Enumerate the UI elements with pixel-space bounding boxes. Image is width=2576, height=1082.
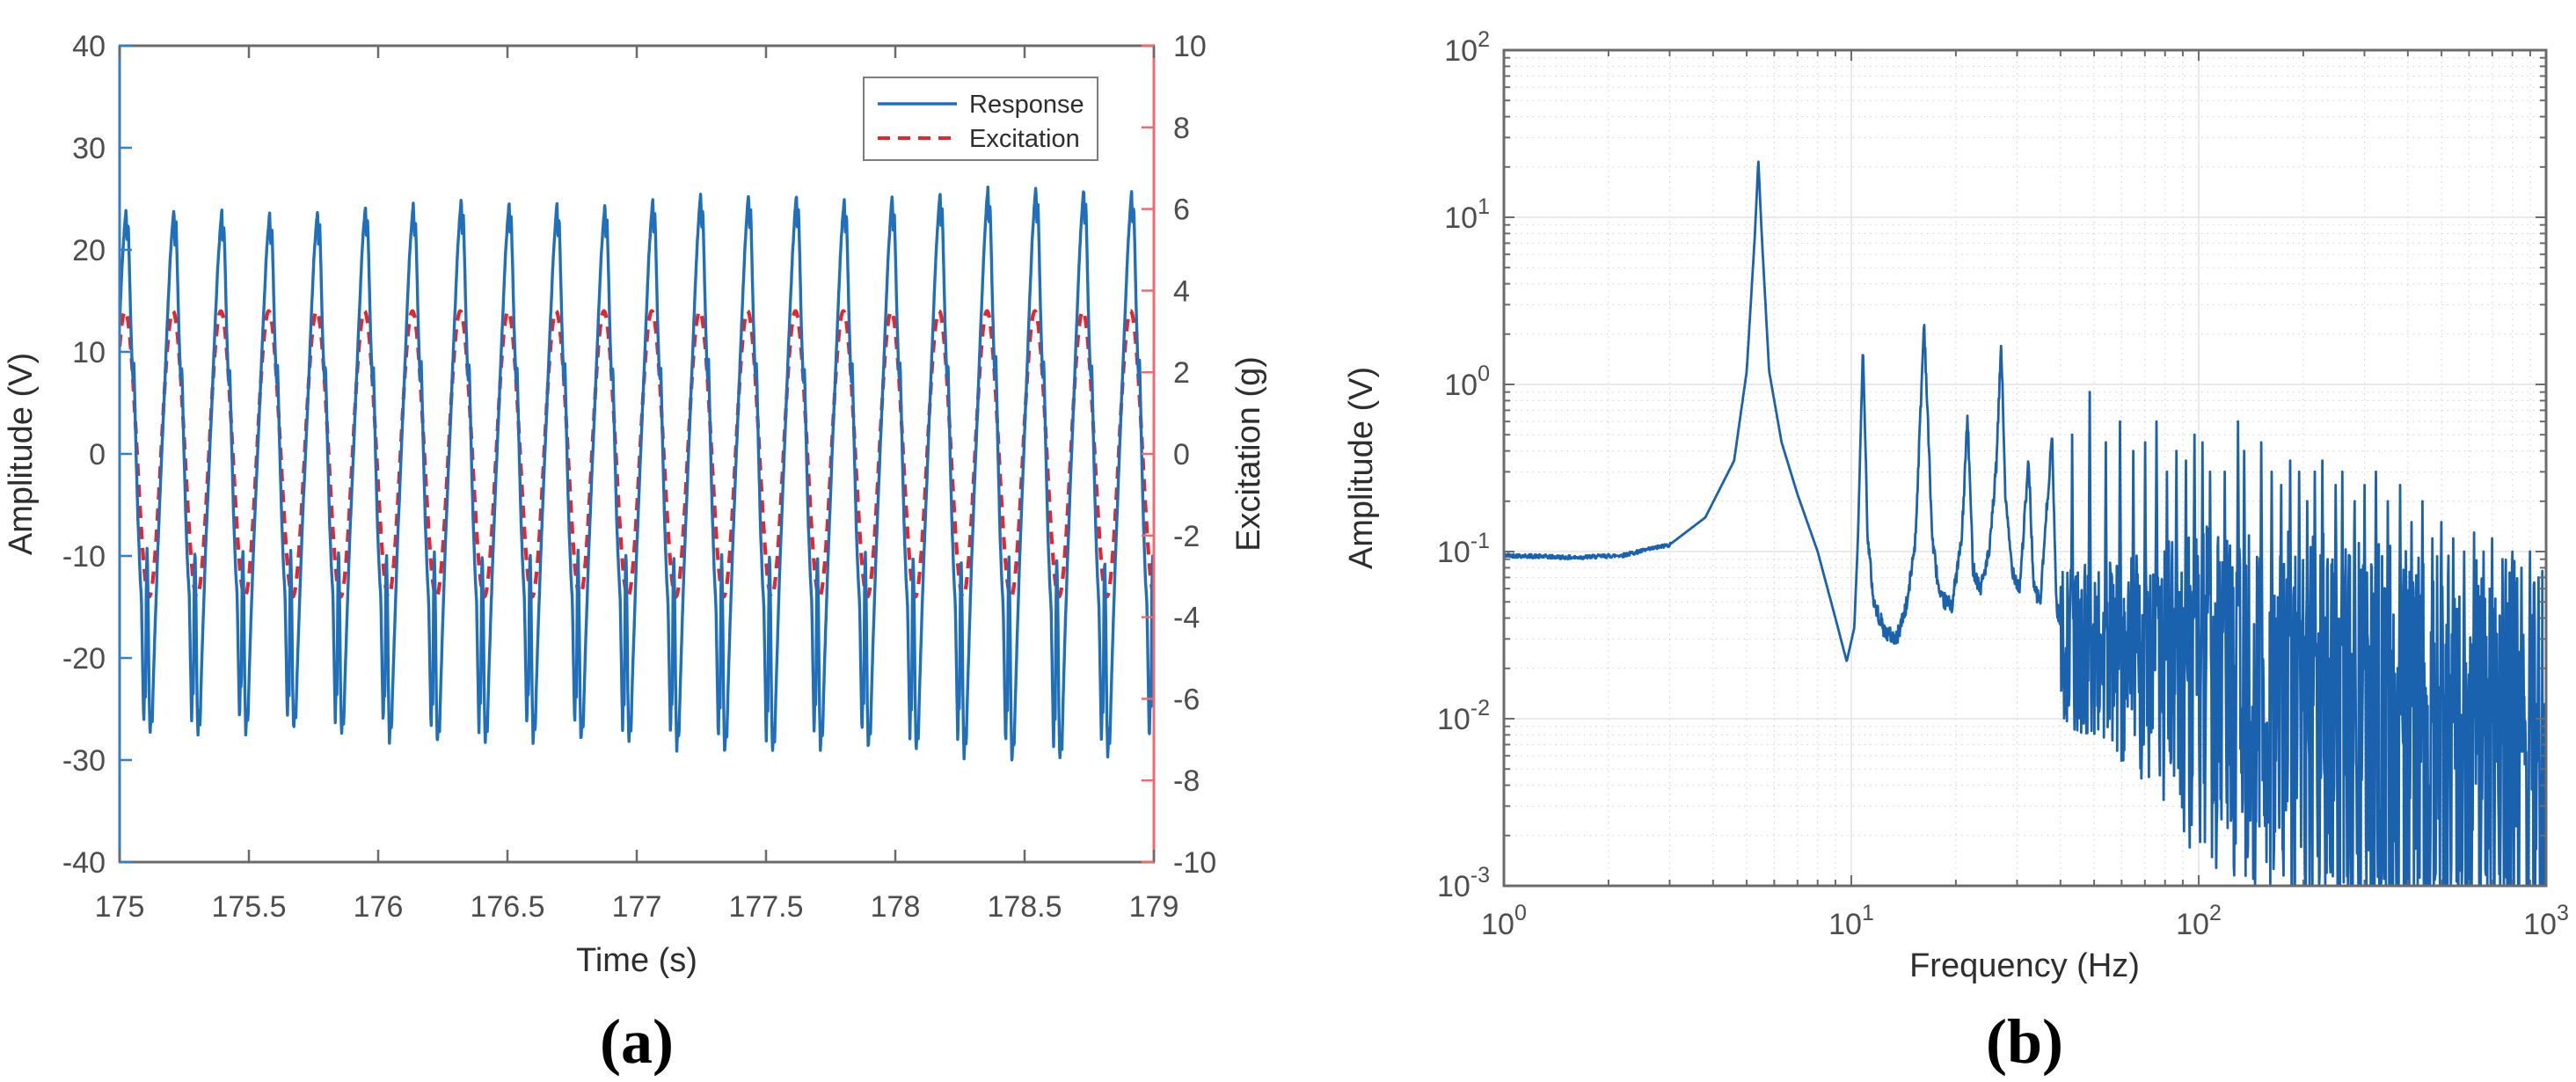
panel-b-y-tick-label: 102 [1444,27,1490,68]
panel-a-yleft-tick-label: 40 [72,30,106,63]
panel-a-x-tick-label: 178.5 [987,890,1062,924]
panel-a-yright-tick-label: 6 [1173,194,1190,227]
panel-a-yleft-tick-label: -20 [62,642,106,676]
panel-b-caption: (b) [1986,1006,2063,1077]
panel-a-yleft-tick-label: 30 [72,132,106,165]
panel-a-x-tick-label: 175.5 [211,890,286,924]
panel-a-x-tick-label: 176.5 [470,890,544,924]
legend-label-excitation: Excitation [969,125,1080,153]
panel-a-yleft-tick-label: 0 [89,438,106,472]
panel-b-series [1504,160,2546,886]
panel-b-ylabel: Amplitude (V) [1343,367,1380,569]
panel-b-x-tick-label: 103 [2523,901,2569,941]
panel-b-y-tick-label: 100 [1444,362,1490,402]
panel-a-yleft-tick-label: 10 [72,336,106,369]
panel-a-yright-tick-label: 10 [1173,30,1207,63]
panel-a-legend [863,77,1098,161]
panel-a-ylabel-right: Excitation (g) [1230,356,1267,552]
panel-a-yleft-tick-label: 20 [72,234,106,267]
panel-a-x-tick-label: 176 [354,890,404,924]
panel-b-y-tick-label: 10-1 [1437,529,1490,569]
panel-a-yright-tick-label: 4 [1173,274,1190,308]
panel-b-x-tick-label: 101 [1828,901,1874,941]
panel-b-y-tick-label: 101 [1444,194,1490,235]
panel-a-series [120,186,1154,762]
panel-b-tick-labels: 100 101 102 103 102 101 100 10-1 10-2 10-3 [1437,27,2569,941]
panel-a-yright-tick-label: -10 [1173,846,1216,880]
legend-label-response: Response [969,91,1084,119]
panel-a-yright-tick-label: 8 [1173,112,1190,145]
panel-a-yright-tick-label: -8 [1173,764,1200,798]
panel-a-yright-tick-label: -4 [1173,602,1200,635]
panel-a-axes [118,44,1156,864]
panel-b-x-tick-label: 100 [1481,901,1527,941]
panel-b-frame [1502,48,2548,888]
panel-b-x-tick-label: 102 [2176,901,2222,941]
panel-a-x-tick-label: 177 [612,890,662,924]
panel-a-yleft-tick-label: -10 [62,540,106,574]
panel-a-x-tick-label: 178 [871,890,921,924]
panel-a-x-tick-label: 175 [95,890,145,924]
panel-a-x-tick-label: 179 [1129,890,1179,924]
panel-a-yright-tick-label: 0 [1173,438,1190,472]
panel-b-y-tick-label: 10-3 [1437,863,1490,903]
panel-a-x-tick-label: 177.5 [728,890,803,924]
panel-a-yright-tick-label: -6 [1173,683,1200,716]
panel-b-xlabel: Frequency (Hz) [1909,947,2140,984]
spectrum-line [1504,160,2546,886]
response-line [120,186,1154,762]
panel-a-yright-tick-label: -2 [1173,520,1200,553]
panel-a-tick-labels: 175 175.5 176 176.5 177 177.5 178 178.5 17940302… [62,30,1216,924]
panel-a-caption: (a) [600,1006,674,1077]
panel-b-axes [1502,48,2548,888]
panel-a-xlabel: Time (s) [576,942,697,979]
panel-b-y-tick-label: 10-2 [1437,696,1490,736]
panel-a-yright-tick-label: 2 [1173,356,1190,390]
panel-a-ylabel-left: Amplitude (V) [3,353,40,555]
panel-a-yleft-tick-label: -40 [62,846,106,880]
panel-a-yleft-tick-label: -30 [62,744,106,778]
legend-box [863,77,1098,161]
